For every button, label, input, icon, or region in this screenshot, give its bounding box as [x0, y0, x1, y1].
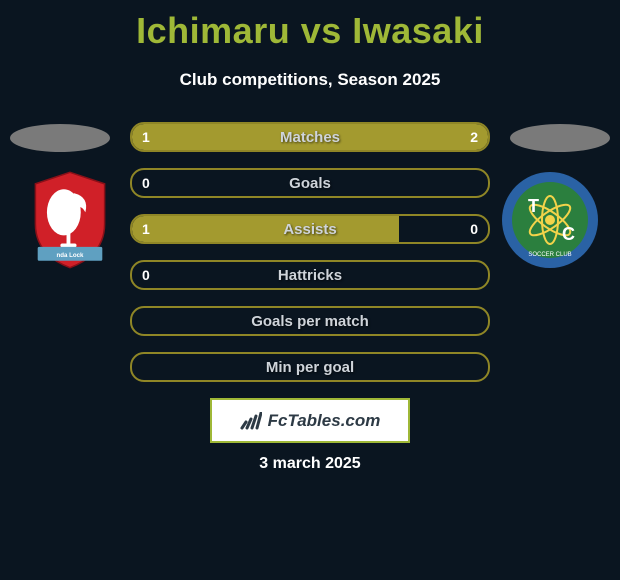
svg-text:T: T	[528, 196, 539, 216]
stat-label: Hattricks	[132, 262, 488, 288]
stat-label: Min per goal	[132, 354, 488, 380]
svg-text:SOCCER CLUB: SOCCER CLUB	[528, 252, 571, 258]
stat-row: 0Goals	[130, 168, 490, 198]
club-crest-left: nda Lock	[20, 170, 120, 270]
stat-row: 10Assists	[130, 214, 490, 244]
stat-row: 12Matches	[130, 122, 490, 152]
logo-text: FcTables.com	[268, 411, 381, 431]
club-crest-right: T C SOCCER CLUB	[500, 170, 600, 270]
subtitle: Club competitions, Season 2025	[0, 70, 620, 90]
stat-label: Matches	[132, 124, 488, 150]
stat-row: Min per goal	[130, 352, 490, 382]
stat-row: Goals per match	[130, 306, 490, 336]
stat-row: 0Hattricks	[130, 260, 490, 290]
crest-shadow-right	[510, 124, 610, 152]
page-title: Ichimaru vs Iwasaki	[0, 0, 620, 52]
fctables-logo: FcTables.com	[210, 398, 410, 443]
stat-label: Goals	[132, 170, 488, 196]
stat-label: Goals per match	[132, 308, 488, 334]
signal-icon	[240, 412, 262, 430]
crest-shadow-left	[10, 124, 110, 152]
svg-text:nda Lock: nda Lock	[57, 252, 85, 259]
svg-text:C: C	[562, 224, 575, 244]
date-label: 3 march 2025	[0, 455, 620, 473]
stats-bars: 12Matches 0Goals 10Assists 0Hattricks Goals …	[130, 122, 490, 398]
stat-label: Assists	[132, 216, 488, 242]
